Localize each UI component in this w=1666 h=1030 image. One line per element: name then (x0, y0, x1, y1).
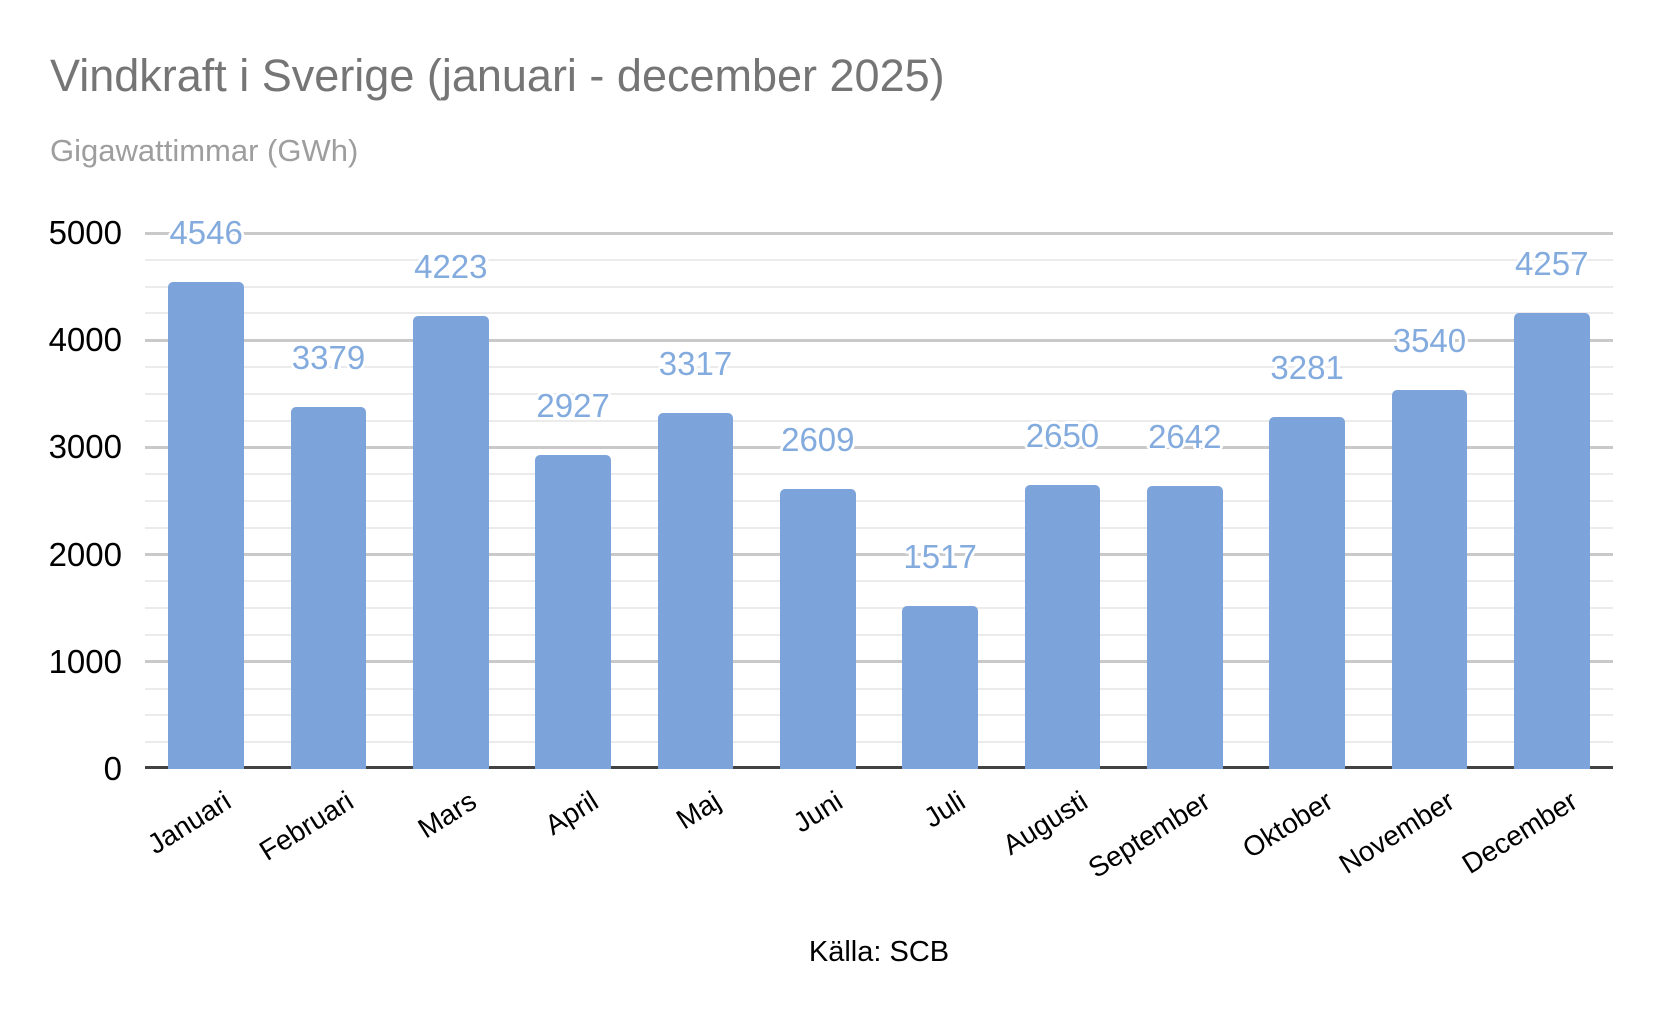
y-axis-tick-label: 5000 (48, 214, 122, 251)
bar-band: 3540 (1368, 233, 1490, 769)
minor-gridline (145, 741, 1613, 744)
y-axis-tick-label: 3000 (48, 428, 122, 466)
bar-value-label: 4223 (414, 248, 488, 286)
y-axis-tick-label: 0 (103, 750, 122, 787)
minor-gridline (145, 634, 1613, 636)
bar-augusti[interactable] (1024, 484, 1101, 769)
chart-subtitle: Gigawattimmar (GWh) (50, 133, 359, 168)
major-gridline (145, 445, 1613, 449)
bar-value-label: 3540 (1392, 321, 1467, 359)
x-axis-label-december: December (1456, 785, 1583, 880)
bar-band: 2650 (1001, 233, 1123, 769)
minor-gridline (145, 312, 1613, 315)
bar-band: 2642 (1124, 233, 1246, 769)
bar-maj[interactable] (657, 413, 734, 769)
y-axis-labels: 0 1000 2000 3000 4000 5000 (30, 215, 122, 787)
bar-september[interactable] (1146, 485, 1223, 769)
bar-band: 2609 (757, 233, 879, 769)
minor-gridline (145, 500, 1613, 502)
minor-gridline (145, 473, 1613, 476)
bar-value-label: 2927 (536, 387, 610, 425)
major-gridline (145, 231, 1613, 235)
bar-value-label: 2609 (781, 421, 855, 459)
x-axis-label-mars: Mars (412, 785, 482, 845)
minor-gridline (145, 419, 1613, 422)
bar-band: 4546 (145, 214, 267, 769)
major-gridline (145, 338, 1613, 342)
minor-gridline (145, 714, 1613, 717)
bar-juni[interactable] (779, 489, 856, 769)
bar-band: 2927 (512, 233, 634, 769)
minor-gridline (145, 285, 1613, 288)
x-axis-label-april: April (539, 785, 604, 841)
chart-title: Vindkraft i Sverige (januari - december … (50, 50, 945, 101)
bar-band: 3317 (634, 233, 756, 769)
x-axis-label-september: September (1082, 785, 1216, 884)
bar-value-label: 3281 (1270, 349, 1344, 387)
bar-februari[interactable] (290, 406, 367, 769)
bar-band: 1517 (879, 233, 1001, 769)
bar-december[interactable] (1513, 312, 1590, 769)
minor-gridline (145, 687, 1613, 690)
bar-value-label: 4546 (169, 213, 243, 251)
minor-gridline (145, 258, 1613, 261)
x-axis-label-maj: Maj (671, 785, 726, 836)
bar-april[interactable] (535, 455, 612, 769)
major-gridline (145, 660, 1613, 664)
bar-mars[interactable] (412, 316, 489, 769)
y-axis-tick-label: 1000 (48, 642, 122, 680)
bar-value-label: 2650 (1025, 416, 1100, 454)
x-axis-label-februari: Februari (254, 785, 359, 867)
major-gridline (145, 553, 1613, 557)
bar-band: 4223 (390, 233, 512, 769)
minor-gridline (145, 526, 1613, 529)
bar-band: 3379 (267, 233, 389, 769)
x-axis-label-januari: Januari (142, 785, 237, 860)
x-axis-label-augusti: Augusti (997, 785, 1093, 861)
y-axis-tick-label: 2000 (48, 535, 122, 573)
bar-value-label: 1517 (903, 538, 977, 576)
minor-gridline (145, 366, 1613, 368)
x-axis-line (145, 766, 1613, 769)
bar-juli[interactable] (902, 606, 979, 769)
bar-november[interactable] (1391, 389, 1468, 769)
minor-gridline (145, 607, 1613, 610)
bars: 4546 3379 4223 2927 3317 2609 1517 2650 2642 3281… (145, 214, 1613, 769)
x-axis-label-oktober: Oktober (1236, 785, 1338, 865)
bar-value-label: 3379 (291, 338, 366, 376)
minor-gridline (145, 392, 1613, 395)
x-axis-label-juli: Juli (918, 785, 971, 834)
minor-gridline (145, 580, 1613, 583)
bar-januari[interactable] (168, 281, 245, 769)
x-axis-label-juni: Juni (788, 785, 849, 839)
x-axis-label-november: November (1333, 785, 1460, 880)
source-label: Källa: SCB (808, 936, 950, 968)
plot-area: 4546 3379 4223 2927 3317 2609 1517 2650 2642 3281… (142, 214, 1613, 884)
bar-value-label: 3317 (658, 345, 733, 383)
bar-value-label: 4257 (1515, 244, 1589, 282)
x-axis-labels: Januari Februari Mars April Maj Juni Juli Augus… (142, 769, 1613, 909)
bar-value-label: 2642 (1148, 417, 1222, 455)
bar-oktober[interactable] (1269, 417, 1346, 769)
bar-band: 4257 (1491, 233, 1613, 769)
y-axis-tick-label: 4000 (48, 321, 122, 359)
bar-band: 3281 (1246, 233, 1368, 769)
